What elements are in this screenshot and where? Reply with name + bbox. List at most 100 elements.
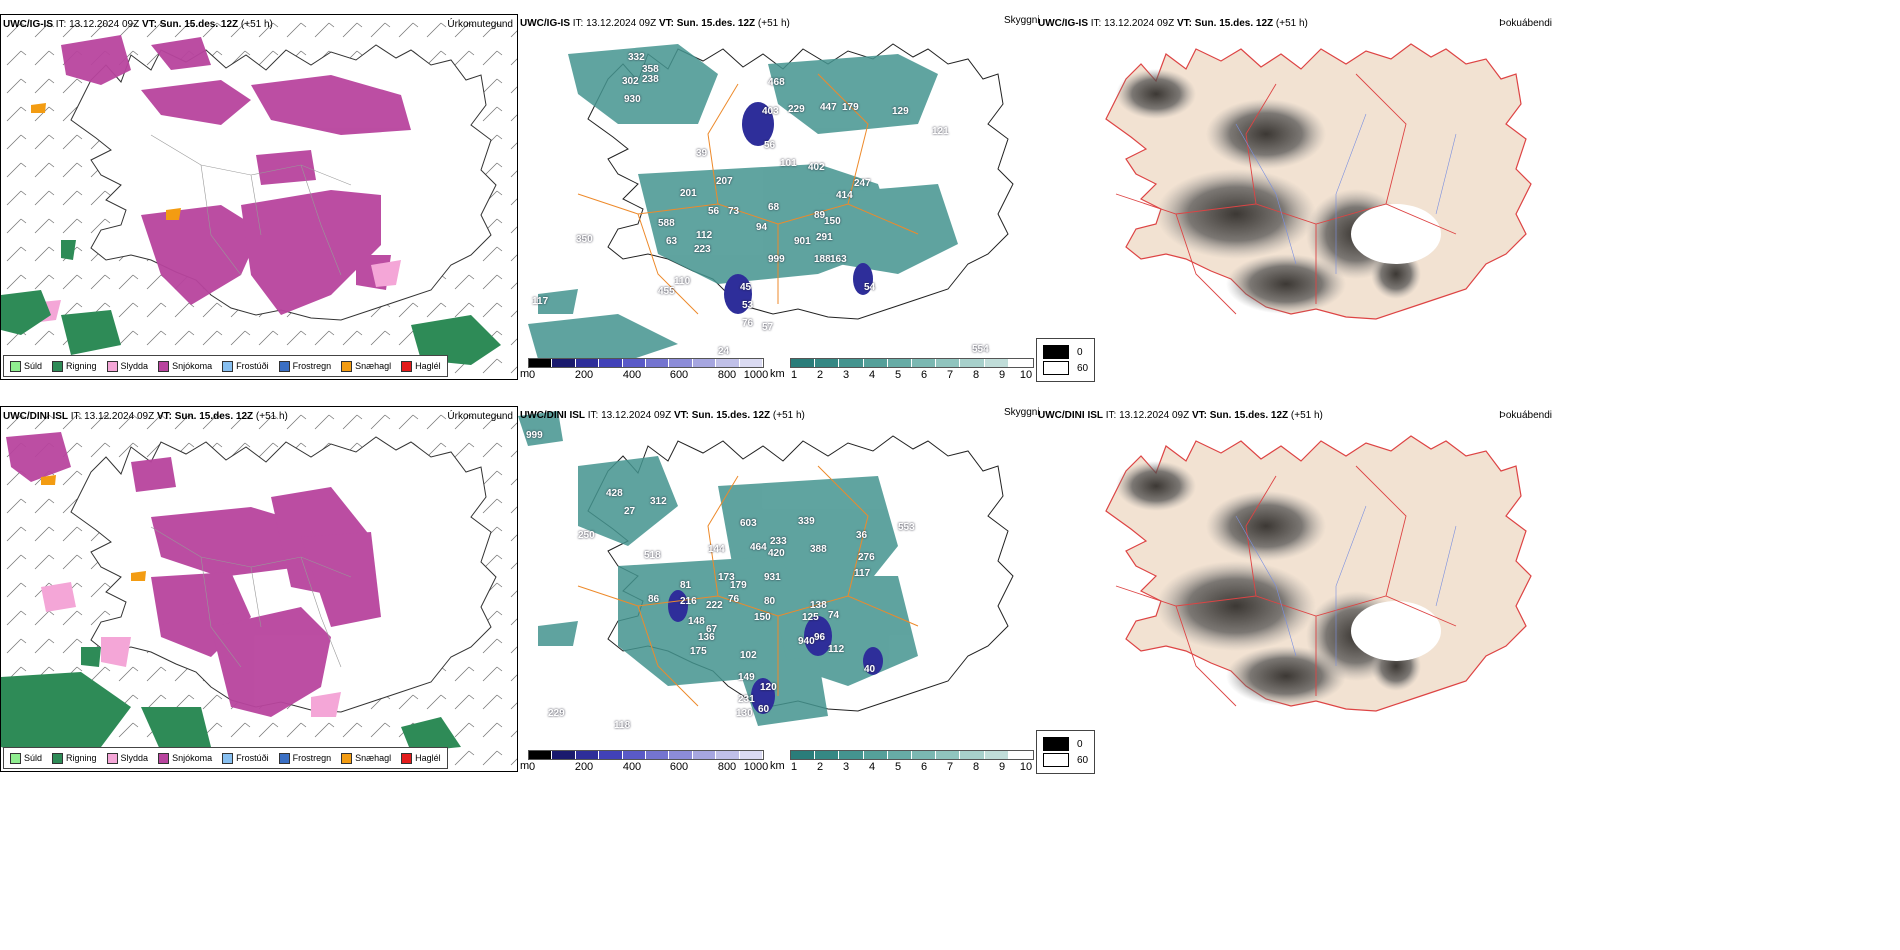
colorbar-unit: km [770, 368, 785, 380]
legend-item: Súld [10, 752, 42, 764]
cloud-label: 358 [642, 64, 659, 75]
cloud-label: 999 [526, 430, 543, 441]
cloud-label: 312 [650, 496, 667, 507]
colorbar-swatch [739, 751, 764, 759]
tick-label: 4 [868, 369, 876, 380]
cloud-label: 54 [864, 282, 876, 293]
cloud-label: 94 [756, 222, 768, 233]
cloud-label: 931 [764, 572, 781, 583]
legend-swatch [158, 360, 170, 372]
precip-type-legend: Súld Rigning Slydda Snjókoma Frostúði Fr… [3, 747, 448, 769]
fog-legend-row: 0 [1043, 345, 1088, 359]
cloud-base-colorbar: m 0 200 400 600 800 1000 [520, 750, 768, 772]
cloud-base-map [518, 411, 1014, 726]
legend-item: Frostregn [278, 752, 331, 764]
cloud-label: 238 [642, 74, 659, 85]
cloud-label: 110 [674, 276, 691, 287]
panel-title: UWC/IG-IS IT: 13.12.2024 09Z VT: Sun. 15… [520, 18, 790, 29]
colorbar-swatch [984, 359, 1009, 367]
fog-legend: 0 60 [1036, 730, 1096, 774]
legend-swatch [52, 752, 64, 764]
colorbar-swatch [863, 751, 888, 759]
fog-swatch [1043, 361, 1069, 375]
tick-label: 400 [622, 369, 642, 380]
colorbar-swatch [599, 751, 623, 759]
tick-label: 10 [1019, 761, 1033, 772]
colorbar-swatch [936, 751, 961, 759]
cloud-label: 27 [624, 506, 636, 517]
colorbar-swatch [575, 751, 600, 759]
cloud-label: 175 [690, 646, 707, 657]
cloud-label: 223 [694, 244, 711, 255]
tick-label: 600 [669, 761, 689, 772]
legend-swatch [341, 360, 353, 372]
legend-swatch [10, 360, 21, 372]
fog-map [1105, 43, 1532, 320]
fog-panel-1: UWC/IG-IS IT: 13.12.2024 09Z VT: Sun. 15… [1036, 14, 1556, 380]
cloud-label: 67 [706, 624, 718, 635]
tick-label: 6 [920, 369, 928, 380]
cloud-label: 216 [680, 596, 697, 607]
fog-legend-row: 60 [1043, 753, 1088, 767]
tick-label: 800 [717, 369, 737, 380]
cloud-label: 332 [628, 52, 645, 63]
cloud-label: 81 [680, 580, 692, 591]
tick-label: 5 [894, 369, 902, 380]
cloud-label: 112 [828, 644, 845, 655]
colorbar-swatch [839, 751, 864, 759]
tick-label: 10 [1019, 369, 1033, 380]
legend-item: Frostregn [278, 360, 331, 372]
cloud-label: 207 [716, 176, 733, 187]
legend-item: Haglél [401, 752, 441, 764]
colorbar-swatch [599, 359, 623, 367]
tick-label: 800 [717, 761, 737, 772]
tick-label: 7 [946, 761, 954, 772]
cloud-label: 89 [814, 210, 826, 221]
precip-map [1, 407, 517, 771]
tick-label: 3 [842, 761, 850, 772]
cloud-label: 68 [768, 202, 780, 213]
colorbar-swatch [912, 359, 937, 367]
tick-label: 400 [622, 761, 642, 772]
panel-title: UWC/DINI ISL IT: 13.12.2024 09Z VT: Sun.… [3, 411, 288, 422]
cloud-label: 302 [622, 76, 639, 87]
colorbar-swatch [669, 751, 693, 759]
tick-label: 600 [669, 369, 689, 380]
tick-label: 200 [574, 369, 594, 380]
colorbar-swatch [529, 359, 553, 367]
legend-swatch [278, 752, 290, 764]
colorbar-swatch [887, 359, 913, 367]
legend-item: Haglél [401, 360, 441, 372]
cloud-label: 102 [740, 650, 757, 661]
tick-label: 2 [816, 761, 824, 772]
legend-item: Rigning [52, 360, 97, 372]
tick-label: 3 [842, 369, 850, 380]
cloud-label: 388 [810, 544, 827, 555]
cloud-label: 125 [802, 612, 819, 623]
cloud-label: 40 [864, 664, 876, 675]
colorbar-swatch [646, 751, 670, 759]
colorbar-swatch [529, 751, 553, 759]
cloud-label: 36 [856, 530, 868, 541]
legend-swatch [52, 360, 64, 372]
cloud-base-colorbar: m 0 200 400 600 800 1000 [520, 358, 768, 380]
colorbar-swatch [887, 751, 913, 759]
legend-item: Snjókoma [158, 360, 212, 372]
legend-item: Snæhagl [341, 752, 391, 764]
fog-panel-2: UWC/DINI ISL IT: 13.12.2024 09Z VT: Sun.… [1036, 406, 1556, 772]
cloud-label: 250 [578, 530, 595, 541]
cloud-label: 150 [754, 612, 771, 623]
colorbar-swatch [575, 359, 600, 367]
cloud-label: 56 [764, 140, 776, 151]
fog-title: Þokuábendi [1499, 410, 1552, 421]
cloud-label: 173 [718, 572, 735, 583]
cloud-label: 130 [736, 708, 753, 719]
cloud-label: 24 [718, 346, 730, 357]
cloud-label: 420 [768, 548, 785, 559]
tick-label: 2 [816, 369, 824, 380]
colorbar-swatch [863, 359, 888, 367]
cloud-label: 403 [762, 106, 779, 117]
tick-label: 8 [972, 761, 980, 772]
cloud-label: 339 [798, 516, 815, 527]
fog-legend-row: 0 [1043, 737, 1088, 751]
